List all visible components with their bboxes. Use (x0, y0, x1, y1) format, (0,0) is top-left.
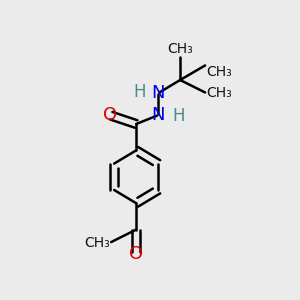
Text: CH₃: CH₃ (207, 86, 232, 100)
Text: H: H (133, 83, 146, 101)
Text: N: N (152, 84, 165, 102)
Text: CH₃: CH₃ (84, 236, 110, 250)
Text: CH₃: CH₃ (167, 42, 193, 56)
Text: CH₃: CH₃ (207, 64, 232, 79)
Text: H: H (173, 107, 185, 125)
Text: O: O (129, 245, 143, 263)
Text: O: O (103, 106, 117, 124)
Text: N: N (152, 106, 165, 124)
